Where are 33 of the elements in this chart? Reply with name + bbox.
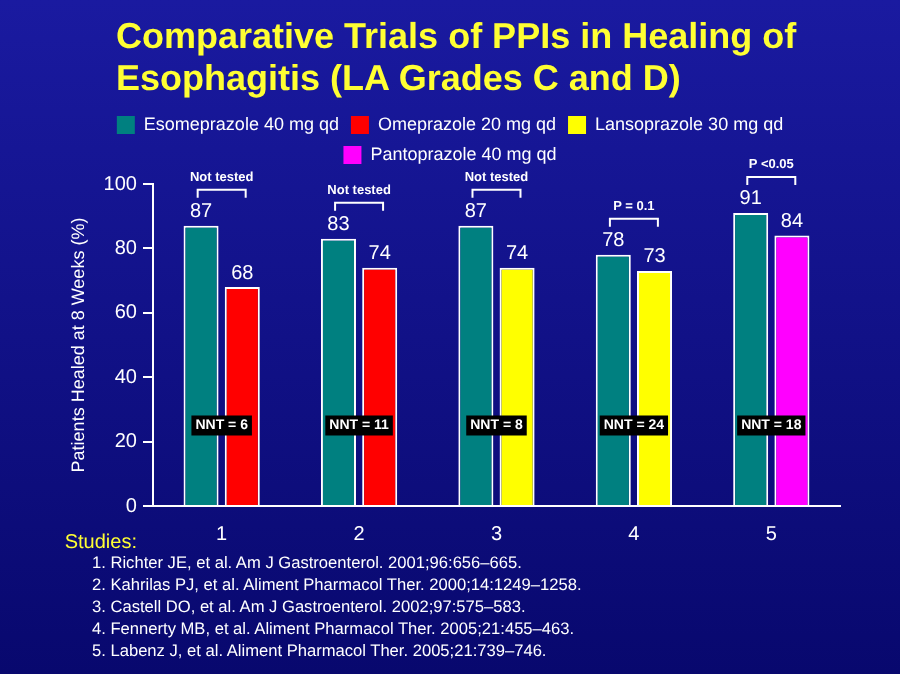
- data-label: 87: [464, 201, 488, 224]
- x-tick-label: 3: [490, 523, 503, 546]
- text: 3. Castell DO, et al. Am J Gastroenterol. 2002;97:575–583.: [92, 596, 528, 618]
- legend-label: Omeprazole 20 mg qd: [377, 113, 557, 134]
- x-axis-title: Studies:: [64, 531, 137, 554]
- text: 4. Fennerty MB, et al. Aliment Pharmacol Ther. 2005;21:455–463.: [92, 618, 577, 640]
- data-label: 78: [602, 230, 626, 253]
- x-tick-label: 2: [353, 523, 366, 546]
- legend-label: Pantoprazole 40 mg qd: [370, 143, 557, 164]
- text: 1. Richter JE, et al. Am J Gastroenterol. 2001;96:656–665.: [92, 552, 524, 574]
- text: 5. Labenz J, et al. Aliment Pharmacol Ther. 2005;21:739–746.: [92, 640, 549, 662]
- data-label: 84: [780, 211, 804, 234]
- y-tick-label: 20: [114, 431, 138, 454]
- legend-label: Lansoprazole 30 mg qd: [595, 113, 784, 134]
- y-tick-label: 100: [103, 173, 138, 196]
- data-label: 68: [231, 262, 255, 285]
- data-label: 87: [189, 201, 214, 224]
- chart-title: Comparative Trials of PPIs in Healing of Esophagitis (LA Grades C and D): [116, 16, 799, 100]
- y-tick-label: 60: [114, 302, 138, 325]
- x-tick-label: 1: [216, 523, 229, 546]
- x-tick-label: 5: [765, 523, 778, 546]
- y-tick-label: 0: [125, 495, 138, 518]
- y-axis-title: Patients Healed at 8 Weeks (%): [67, 217, 88, 473]
- data-label: 91: [739, 188, 763, 211]
- y-tick-label: 40: [114, 366, 138, 389]
- y-tick-label: 80: [114, 237, 138, 260]
- legend-label: Esomeprazole 40 mg qd: [143, 113, 339, 134]
- data-label: 83: [327, 214, 351, 237]
- data-label: 74: [368, 243, 392, 266]
- x-tick-label: 4: [628, 523, 641, 546]
- data-label: 74: [505, 243, 530, 266]
- data-label: 73: [643, 246, 667, 269]
- text: 2. Kahrilas PJ, et al. Aliment Pharmacol Ther. 2000;14:1249–1258.: [92, 574, 582, 596]
